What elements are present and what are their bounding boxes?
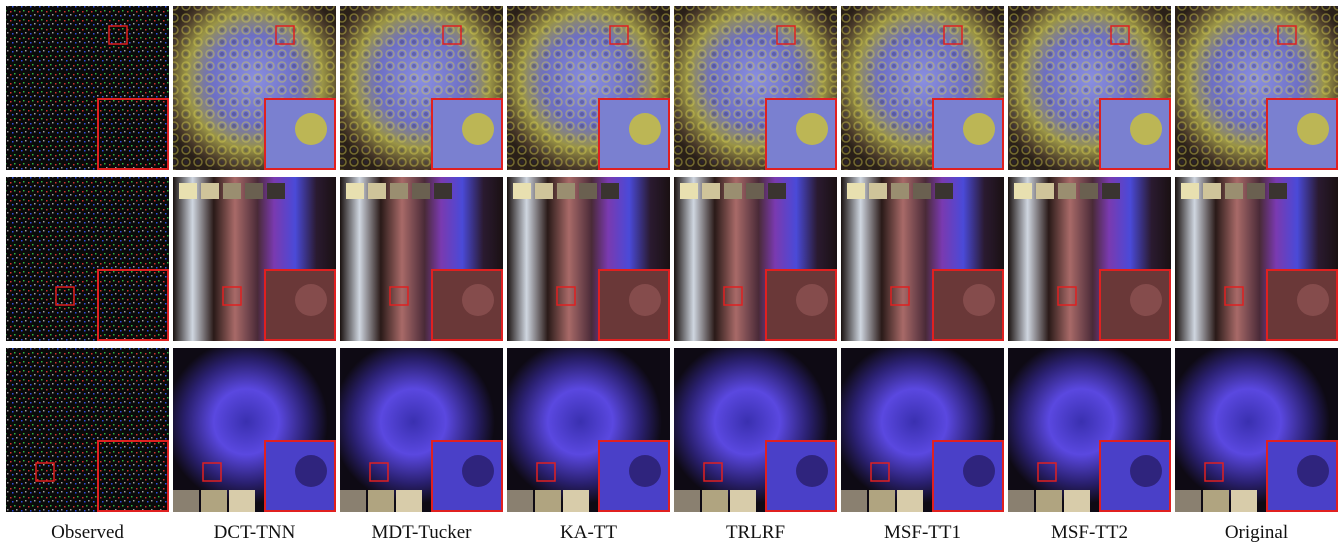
zoom-inset	[98, 441, 168, 511]
zoom-detail	[963, 113, 995, 145]
zoom-detail	[295, 455, 327, 487]
color-chip	[507, 490, 533, 512]
color-chip	[1058, 183, 1076, 199]
zoom-detail	[1297, 284, 1329, 316]
color-chip	[579, 183, 597, 199]
color-chip	[346, 183, 364, 199]
zoom-detail	[295, 113, 327, 145]
column-label: Observed	[51, 522, 124, 543]
column-label: MSF-TT1	[884, 522, 961, 543]
zoom-inset	[98, 270, 168, 340]
column-label: DCT-TNN	[214, 522, 296, 543]
color-chip	[702, 490, 728, 512]
color-chip	[201, 183, 219, 199]
color-chip	[702, 183, 720, 199]
color-chip	[173, 490, 199, 512]
color-chip	[746, 183, 764, 199]
zoom-detail	[629, 284, 661, 316]
zoom-detail	[963, 455, 995, 487]
figure: Observed DCT-TNN MDT-Tucker KA-TT TRLRF MSF-T…	[0, 0, 1343, 544]
color-chip	[730, 490, 756, 512]
zoom-detail	[1297, 113, 1329, 145]
zoom-detail	[1130, 113, 1162, 145]
color-chip	[563, 490, 589, 512]
color-chip	[179, 183, 197, 199]
color-chip	[1008, 490, 1034, 512]
column-label: Original	[1225, 522, 1288, 543]
color-chip	[201, 490, 227, 512]
color-chip	[368, 490, 394, 512]
color-chip	[390, 183, 408, 199]
color-chip	[869, 490, 895, 512]
color-chip	[680, 183, 698, 199]
zoom-detail	[963, 284, 995, 316]
color-chip	[1269, 183, 1287, 199]
color-chip	[1203, 183, 1221, 199]
color-chip	[601, 183, 619, 199]
color-chip	[1181, 183, 1199, 199]
zoom-detail	[1297, 455, 1329, 487]
color-chip	[768, 183, 786, 199]
zoom-detail	[629, 455, 661, 487]
color-chip	[1036, 183, 1054, 199]
zoom-detail	[796, 455, 828, 487]
color-chip	[841, 490, 867, 512]
color-chip	[1102, 183, 1120, 199]
color-chip	[267, 183, 285, 199]
color-chip	[1014, 183, 1032, 199]
color-chip	[724, 183, 742, 199]
color-chip	[434, 183, 452, 199]
color-chip	[223, 183, 241, 199]
color-chip	[1064, 490, 1090, 512]
color-chip	[245, 183, 263, 199]
color-chip	[535, 183, 553, 199]
color-chip	[412, 183, 430, 199]
color-chip	[913, 183, 931, 199]
column-label: KA-TT	[560, 522, 617, 543]
zoom-detail	[462, 455, 494, 487]
color-chip	[229, 490, 255, 512]
color-chip	[674, 490, 700, 512]
color-chip	[368, 183, 386, 199]
color-chip	[847, 183, 865, 199]
column-label: MDT-Tucker	[372, 522, 473, 543]
color-chip	[1231, 490, 1257, 512]
color-chip	[891, 183, 909, 199]
zoom-detail	[295, 284, 327, 316]
column-label: TRLRF	[726, 522, 785, 543]
color-chip	[1247, 183, 1265, 199]
color-chip	[1036, 490, 1062, 512]
zoom-inset	[98, 99, 168, 169]
color-chip	[557, 183, 575, 199]
color-chip	[1175, 490, 1201, 512]
color-chip	[340, 490, 366, 512]
color-chip	[535, 490, 561, 512]
color-chip	[1080, 183, 1098, 199]
zoom-detail	[462, 113, 494, 145]
zoom-detail	[796, 284, 828, 316]
zoom-detail	[462, 284, 494, 316]
zoom-detail	[629, 113, 661, 145]
color-chip	[1203, 490, 1229, 512]
color-chip	[935, 183, 953, 199]
color-chip	[513, 183, 531, 199]
color-chip	[1225, 183, 1243, 199]
column-label: MSF-TT2	[1051, 522, 1128, 543]
color-chip	[396, 490, 422, 512]
zoom-detail	[1130, 284, 1162, 316]
color-chip	[869, 183, 887, 199]
zoom-detail	[796, 113, 828, 145]
zoom-detail	[1130, 455, 1162, 487]
color-chip	[897, 490, 923, 512]
